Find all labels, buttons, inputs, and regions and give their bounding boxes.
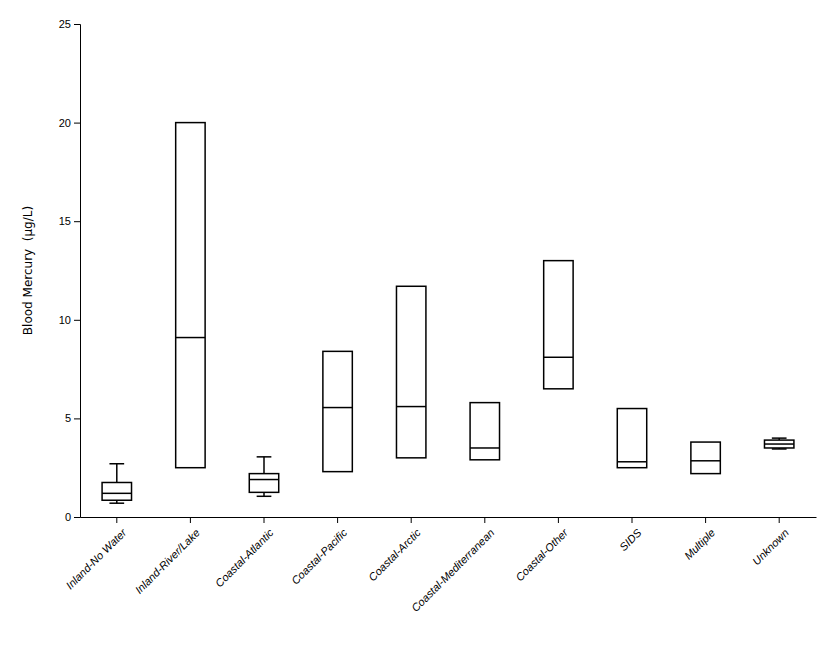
median [102,493,131,495]
box [176,123,205,468]
tick-mark [74,221,80,222]
tick-mark [411,517,412,523]
tick-label: Coastal-Pacific [289,526,350,587]
tick-label: 0 [65,511,71,523]
tick: 25 [59,18,80,30]
box-group [617,409,646,468]
box [617,409,646,468]
box [323,351,352,471]
axis-title: Blood Mercury (μg/L) [21,206,35,335]
tick-label: 25 [59,18,71,30]
boxes [102,123,794,504]
tick: Coastal-Pacific [289,517,350,587]
tick-label: Inland-No Water [63,525,129,591]
tick-mark [337,517,338,523]
tick: Coastal-Arctic [366,517,423,583]
whisker-cap [257,456,272,458]
x-axis: Inland-No WaterInland-River/LakeCoastal-… [63,517,816,614]
median [691,460,720,462]
box [691,442,720,474]
tick-mark [74,320,80,321]
tick: Inland-River/Lake [133,517,202,596]
median [470,447,499,449]
tick-label: Multiple [682,526,717,561]
whisker [116,464,118,483]
tick-mark [632,517,633,523]
box-group [176,123,205,468]
box [102,482,131,500]
box-group [249,457,278,496]
box-group [764,438,793,449]
box-group [323,351,352,471]
box [470,403,499,460]
tick-label: 20 [59,117,71,129]
tick-label: Coastal-Atlantic [213,526,276,589]
tick-mark [74,418,80,419]
y-axis: 0 5 10 15 20 25 [59,18,81,523]
box-group [102,464,131,503]
whisker-cap [772,437,787,439]
tick: 20 [59,117,80,129]
box [764,440,793,448]
whisker-cap [109,463,124,465]
whisker [263,457,265,474]
tick: SIDS [617,517,644,553]
tick-mark [74,517,80,518]
tick-label: Inland-River/Lake [133,526,202,595]
tick: Inland-No Water [63,517,129,591]
median [617,461,646,463]
box [396,286,425,458]
tick-label: 10 [59,314,71,326]
box-group [396,286,425,458]
tick-label: Coastal-Mediterranean [409,526,497,614]
tick: Multiple [682,517,717,562]
tick-mark [190,517,191,523]
whisker-cap [257,496,272,498]
axis-line [74,25,81,518]
tick: Unknown [750,517,791,567]
tick-label: SIDS [617,526,644,553]
box-group [470,403,499,460]
median [249,479,278,481]
whisker-cap [109,502,124,504]
tick: 0 [65,511,80,523]
tick-mark [779,517,780,523]
tick-label: 15 [59,215,71,227]
tick: 5 [65,412,80,424]
box-group [544,261,573,389]
tick: Coastal-Other [513,517,571,583]
box [544,261,573,389]
tick-mark [264,517,265,523]
tick: 10 [59,314,80,326]
box [249,474,278,493]
tick-mark [116,517,117,523]
tick: Coastal-Atlantic [213,517,276,589]
median [764,443,793,445]
median [323,407,352,409]
tick: Coastal-Mediterranean [409,517,497,614]
box-group [691,442,720,474]
tick-mark [74,24,80,25]
tick-mark [74,123,80,124]
median [544,357,573,359]
tick-label: Coastal-Other [513,525,571,583]
plot: 0 5 10 15 20 25 Inland-No WaterInland-River/La… [21,18,817,614]
median [176,337,205,339]
tick-mark [705,517,706,523]
tick: 15 [59,215,80,227]
tick-label: 5 [65,412,71,424]
tick-mark [558,517,559,523]
tick-mark [484,517,485,523]
tick-label: Unknown [750,526,791,567]
median [396,406,425,408]
tick-label: Coastal-Arctic [366,526,423,583]
chart: 0 5 10 15 20 25 Inland-No WaterInland-River/La… [0,0,840,647]
